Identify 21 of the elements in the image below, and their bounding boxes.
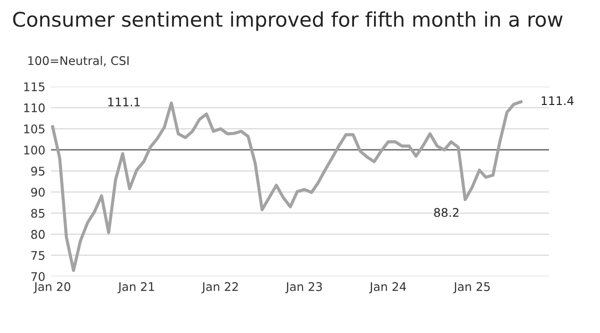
y-axis-title: 100=Neutral, CSI (28, 56, 129, 66)
y-tick-label: 90 (31, 188, 45, 197)
y-tick-label: 80 (31, 230, 45, 239)
x-tick-label: Jan 23 (285, 282, 322, 294)
y-tick-label: 105 (24, 124, 44, 134)
y-tick-label: 75 (31, 251, 44, 260)
y-tick-label: 100 (24, 146, 45, 155)
chart-title: Consumer sentiment improved for fifth month in a row (13, 11, 563, 31)
y-tick-label: 95 (31, 166, 44, 176)
annotation: 111.4 (542, 96, 574, 106)
x-tick-label: Jan 20 (34, 282, 70, 294)
y-tick-label: 85 (31, 208, 44, 218)
y-tick-label: 70 (31, 272, 45, 282)
x-tick-label: Jan 21 (118, 282, 154, 294)
x-tick-label: Jan 22 (201, 282, 238, 294)
annotation: 88.2 (434, 208, 458, 217)
x-tick-label: Jan 25 (453, 282, 490, 294)
y-tick-label: 115 (24, 82, 44, 92)
y-tick-label: 110 (24, 103, 45, 112)
annotation: 111.1 (108, 98, 140, 106)
x-tick-label: Jan 24 (369, 282, 406, 294)
